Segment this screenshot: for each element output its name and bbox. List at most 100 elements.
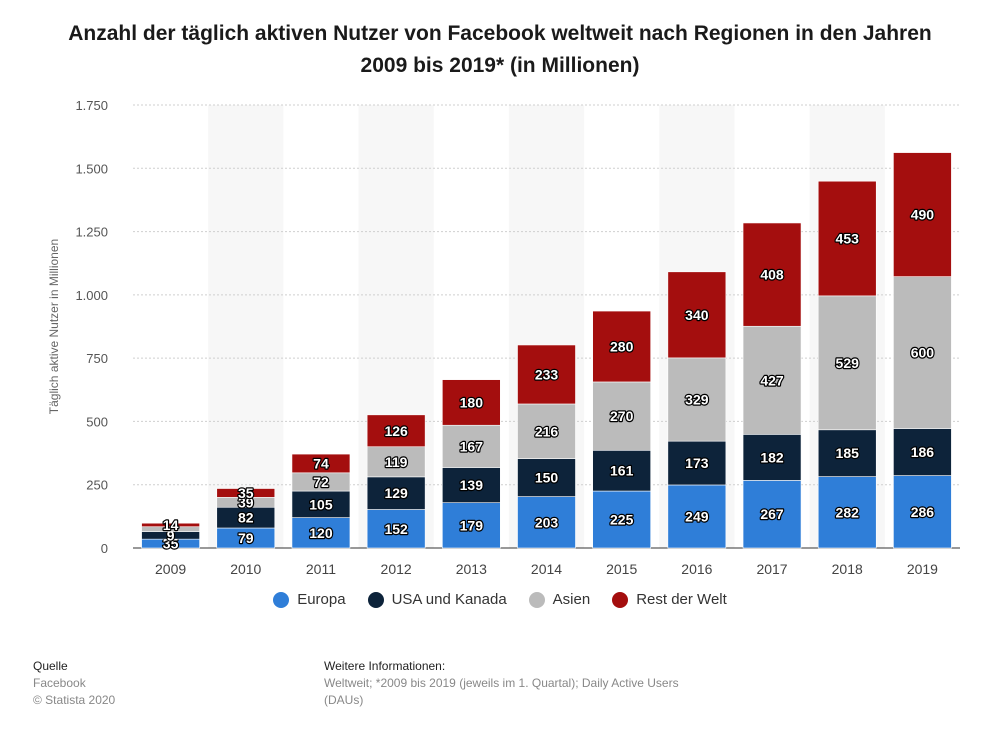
y-tick-label: 1.000 [75, 288, 108, 303]
bar-europa [592, 490, 651, 549]
bar-rest-der-welt [517, 344, 576, 405]
x-tick-label: 2017 [756, 561, 787, 577]
bar-rest-der-welt [366, 414, 426, 448]
bar-asien [366, 446, 426, 478]
bar-asien [592, 381, 651, 451]
bar-rest-der-welt [592, 310, 651, 383]
data-label: 203 [535, 514, 559, 530]
data-label: 233 [535, 366, 559, 382]
chart-legend: Europa USA und Kanada Asien Rest der Welt [0, 591, 1000, 608]
bar-europa [517, 496, 576, 549]
y-tick-label: 0 [101, 541, 108, 556]
data-label: 270 [610, 408, 634, 424]
data-label: 14 [163, 517, 179, 533]
bar-rest-der-welt [141, 522, 200, 528]
column-band [208, 105, 284, 548]
info-block: Weitere Informationen: Weltweit; *2009 b… [324, 658, 704, 709]
data-label: 74 [313, 455, 329, 471]
x-tick-label: 2009 [155, 561, 186, 577]
y-tick-label: 1.750 [75, 98, 108, 113]
bar-rest-der-welt [893, 152, 952, 277]
data-label: 225 [610, 512, 634, 528]
copyright: © Statista 2020 [33, 693, 116, 707]
data-label: 126 [384, 423, 408, 439]
legend-label: Asien [552, 591, 591, 608]
data-label: 529 [836, 355, 860, 371]
data-label: 286 [911, 504, 935, 520]
y-tick-label: 500 [86, 414, 108, 429]
data-label: 9 [167, 527, 175, 543]
x-tick-label: 2010 [230, 561, 261, 577]
bar-asien [667, 357, 727, 442]
legend-item[interactable]: Asien [528, 591, 591, 608]
x-tick-label: 2016 [681, 561, 712, 577]
bar-rest-der-welt [442, 379, 501, 426]
data-label: 427 [760, 372, 784, 388]
y-tick-label: 1.250 [75, 225, 108, 240]
x-tick-label: 2018 [832, 561, 863, 577]
bar-usa-und-kanada [592, 449, 651, 492]
x-tick-label: 2014 [531, 561, 562, 577]
x-tick-label: 2015 [606, 561, 637, 577]
data-label: 180 [460, 394, 484, 410]
source-block: Quelle Facebook © Statista 2020 [33, 658, 115, 709]
bar-usa-und-kanada [742, 434, 802, 481]
legend-item[interactable]: USA und Kanada [367, 591, 507, 608]
legend-swatch [367, 591, 384, 608]
bar-usa-und-kanada [817, 429, 877, 477]
data-label: 120 [309, 525, 333, 541]
data-label: 105 [309, 496, 333, 512]
data-label: 139 [460, 477, 484, 493]
bar-rest-der-welt [291, 453, 351, 474]
data-label: 179 [460, 517, 484, 533]
data-label: 329 [685, 392, 709, 408]
data-label: 82 [238, 510, 254, 526]
legend-item[interactable]: Europa [273, 591, 346, 608]
data-label: 72 [313, 474, 329, 490]
legend-swatch [528, 591, 545, 608]
bar-usa-und-kanada [366, 476, 426, 510]
data-label: 161 [610, 463, 634, 479]
source-heading: Quelle [33, 659, 68, 673]
bar-rest-der-welt [216, 488, 276, 498]
data-label: 249 [685, 508, 709, 524]
data-label: 152 [384, 521, 408, 537]
x-tick-label: 2013 [456, 561, 487, 577]
bar-asien [517, 403, 576, 459]
bar-europa [742, 480, 802, 549]
chart-title: Anzahl der täglich aktiven Nutzer von Fa… [68, 22, 932, 77]
legend-label: Rest der Welt [636, 591, 727, 608]
data-label: 280 [610, 338, 634, 354]
data-label: 453 [836, 231, 860, 247]
bar-usa-und-kanada [517, 458, 576, 497]
data-label: 39 [238, 494, 254, 510]
legend-swatch [273, 591, 290, 608]
bar-asien [893, 276, 952, 429]
data-label: 79 [238, 530, 254, 546]
bar-rest-der-welt [817, 180, 877, 297]
bar-rest-der-welt [667, 271, 727, 359]
stacked-bar-chart: 0 250 500 750 1.000 1.250 1.500 1.750 Täglich ak… [47, 98, 960, 577]
data-label: 408 [760, 267, 784, 283]
data-label: 119 [385, 454, 408, 470]
bar-europa [366, 509, 426, 549]
data-label: 150 [535, 470, 559, 486]
bar-usa-und-kanada [442, 467, 501, 503]
data-label: 186 [911, 444, 935, 460]
data-label: 129 [384, 485, 408, 501]
y-axis-label: Täglich aktive Nutzer in Millionen [47, 239, 61, 414]
y-tick-label: 1.500 [75, 161, 108, 176]
legend-item[interactable]: Rest der Welt [612, 591, 727, 608]
bar-europa [667, 484, 727, 549]
x-tick-label: 2019 [907, 561, 938, 577]
data-label: 282 [836, 504, 860, 520]
data-label: 173 [685, 455, 709, 471]
bar-europa [442, 502, 501, 549]
info-text: Weltweit; *2009 bis 2019 (jeweils im 1. … [324, 676, 679, 707]
data-label: 182 [760, 449, 784, 465]
y-tick-label: 750 [86, 351, 108, 366]
data-label: 35 [238, 485, 254, 501]
x-tick-label: 2011 [306, 561, 336, 577]
legend-label: Europa [297, 591, 346, 608]
data-label: 216 [535, 423, 559, 439]
